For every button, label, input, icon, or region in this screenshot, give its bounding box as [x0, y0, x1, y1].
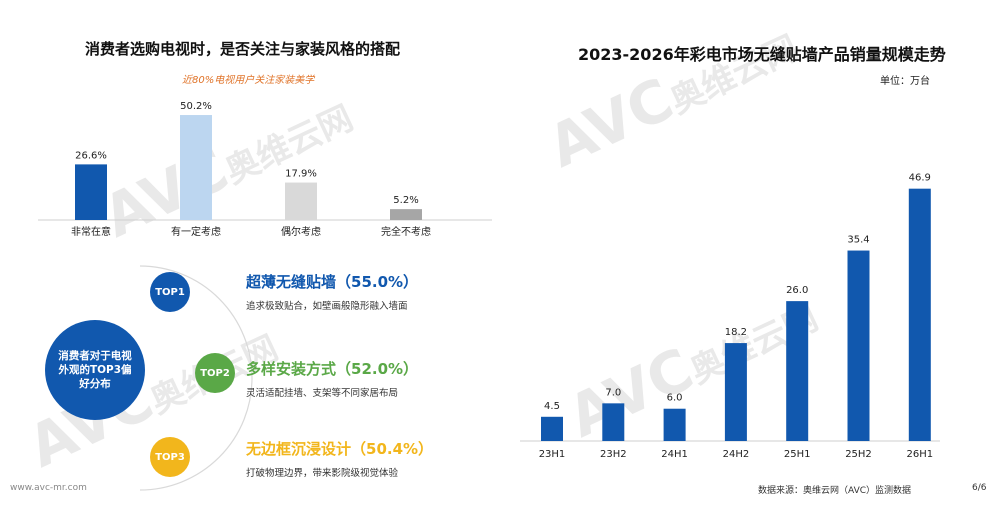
- right-category-label: 25H2: [845, 449, 872, 460]
- footer-website[interactable]: www.avc-mr.com: [10, 483, 87, 493]
- right-bar-value-label: 35.4: [847, 235, 869, 246]
- left-bar: [75, 164, 107, 220]
- footer-source: 数据来源：奥维云网（AVC）监测数据: [758, 486, 912, 496]
- right-category-label: 24H2: [723, 449, 750, 460]
- right-bar-value-label: 4.5: [544, 401, 560, 412]
- left-category-label: 完全不考虑: [381, 225, 431, 238]
- left-bar: [180, 115, 212, 220]
- right-bar-chart: 4.5 23H1 7.0 23H2 6.0 24H1 18.2 24H2 26.0 25H1 35.…: [520, 173, 940, 460]
- right-bar: [786, 301, 809, 441]
- right-category-label: 24H1: [661, 449, 688, 460]
- right-category-label: 26H1: [906, 449, 933, 460]
- right-chart-title: 2023-2026年彩电市场无缝贴墙产品销量规模走势: [578, 45, 946, 64]
- top2-badge: TOP2: [195, 353, 235, 393]
- right-category-label: 23H2: [600, 449, 627, 460]
- right-bar: [663, 408, 686, 441]
- left-bar-value-label: 5.2%: [393, 195, 418, 206]
- left-bar-value-label: 26.6%: [75, 150, 107, 161]
- footer-page: 6/6: [972, 483, 987, 493]
- left-category-label: 非常在意: [71, 225, 111, 238]
- right-bar-value-label: 26.0: [786, 285, 808, 296]
- right-bar-value-label: 46.9: [909, 173, 931, 184]
- left-chart-title: 消费者选购电视时，是否关注与家装风格的搭配: [85, 40, 401, 58]
- left-chart-subtitle: 近80%电视用户关注家装美学: [182, 75, 315, 86]
- right-bar: [908, 188, 931, 441]
- left-bar: [390, 209, 422, 220]
- right-bar-value-label: 7.0: [605, 387, 621, 398]
- top1-badge: TOP1: [150, 272, 190, 312]
- top1-title: 超薄无缝贴墙（55.0%）: [246, 273, 419, 291]
- right-bar: [541, 416, 563, 441]
- right-category-label: 25H1: [784, 449, 811, 460]
- right-bar: [724, 343, 747, 441]
- right-bar-value-label: 18.2: [725, 327, 747, 338]
- top1-desc: 追求极致贴合，如壁画般隐形融入墙面: [246, 301, 408, 312]
- right-bar: [847, 250, 870, 441]
- left-bar-chart: 26.6% 非常在意 50.2% 有一定考虑 17.9% 偶尔考虑 5.2% 完全不考虑: [38, 101, 492, 238]
- preference-center-label: 消费者对于电视外观的TOP3偏好分布: [58, 349, 132, 391]
- preference-center-circle: 消费者对于电视外观的TOP3偏好分布: [45, 320, 145, 420]
- left-bar: [285, 182, 317, 220]
- left-bar-value-label: 50.2%: [180, 101, 212, 112]
- right-category-label: 23H1: [539, 449, 566, 460]
- right-chart-unit: 单位：万台: [880, 76, 930, 87]
- left-category-label: 有一定考虑: [171, 225, 221, 238]
- left-category-label: 偶尔考虑: [281, 225, 321, 238]
- top3-badge: TOP3: [150, 437, 190, 477]
- left-bar-value-label: 17.9%: [285, 169, 317, 180]
- preference-arc: [139, 265, 253, 491]
- right-bar-value-label: 6.0: [667, 393, 683, 404]
- top3-desc: 打破物理边界，带来影院级视觉体验: [246, 468, 399, 479]
- top2-title: 多样安装方式（52.0%）: [246, 360, 419, 378]
- top3-title: 无边框沉浸设计（50.4%）: [246, 440, 434, 458]
- top2-desc: 灵活适配挂墙、支架等不同家居布局: [246, 388, 399, 399]
- right-bar: [602, 403, 625, 441]
